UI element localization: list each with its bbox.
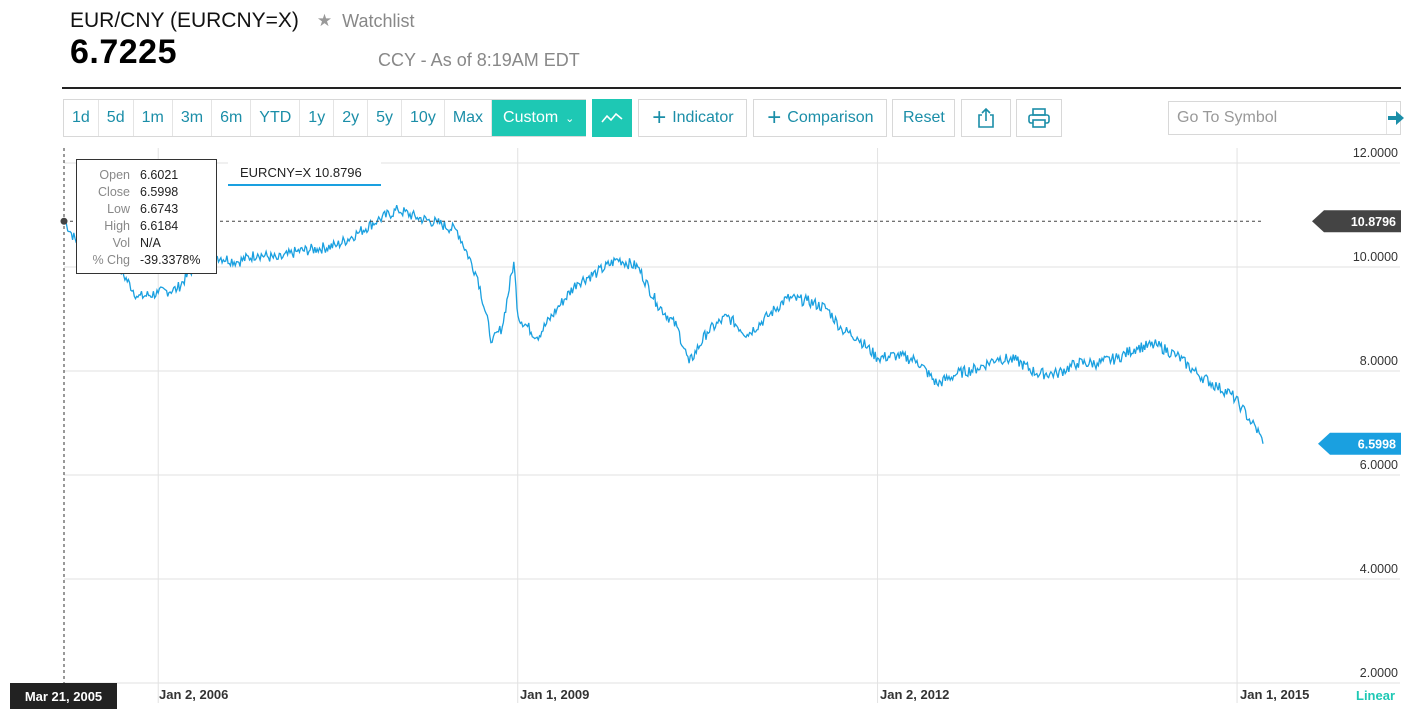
x-tick-label: Jan 1, 2009 bbox=[520, 687, 590, 702]
indicator-label: Indicator bbox=[672, 109, 734, 126]
header-divider bbox=[62, 87, 1401, 89]
tooltip-key: Vol bbox=[112, 236, 130, 250]
range-1d[interactable]: 1d bbox=[64, 100, 99, 136]
tooltip-row-vol: Vol N/A bbox=[77, 236, 218, 253]
price-chart[interactable]: 12.0000 10.0000 8.0000 6.0000 4.0000 2.0000 1… bbox=[0, 145, 1423, 715]
reference-value-label: 10.8796 bbox=[1351, 215, 1396, 229]
tooltip-row-open: Open 6.6021 bbox=[77, 168, 218, 185]
tooltip-value: 6.6021 bbox=[140, 168, 179, 182]
indicator-button[interactable]: + Indicator bbox=[638, 99, 748, 137]
range-max[interactable]: Max bbox=[445, 100, 493, 136]
comparison-button[interactable]: + Comparison bbox=[753, 99, 888, 137]
line-chart-icon bbox=[601, 112, 623, 123]
custom-range-dropdown[interactable]: Custom ⌄ bbox=[492, 100, 587, 136]
arrow-right-icon bbox=[1388, 111, 1404, 125]
x-tick-label: Jan 2, 2006 bbox=[159, 687, 229, 702]
reset-button[interactable]: Reset bbox=[892, 99, 956, 137]
share-icon bbox=[978, 107, 995, 128]
range-5y[interactable]: 5y bbox=[368, 100, 403, 136]
tooltip-key: % Chg bbox=[92, 253, 130, 267]
printer-icon bbox=[1028, 108, 1051, 128]
symbol-search-input[interactable] bbox=[1169, 102, 1386, 134]
plus-icon: + bbox=[767, 104, 782, 131]
plus-icon: + bbox=[652, 104, 667, 131]
share-button[interactable] bbox=[961, 99, 1012, 137]
star-icon: ★ bbox=[316, 11, 333, 30]
as-of-text: CCY - As of 8:19AM EDT bbox=[378, 50, 580, 70]
watchlist-button[interactable]: ★ Watchlist bbox=[317, 11, 415, 32]
print-button[interactable] bbox=[1016, 99, 1063, 137]
reset-label: Reset bbox=[902, 109, 945, 126]
tooltip-row-high: High 6.6184 bbox=[77, 219, 218, 236]
y-tick-label: 4.0000 bbox=[1360, 562, 1398, 576]
y-tick-label: 8.0000 bbox=[1360, 354, 1398, 368]
tooltip-value: -39.3378% bbox=[140, 253, 201, 267]
symbol-title: EUR/CNY (EURCNY=X) bbox=[70, 9, 299, 32]
current-price: 6.7225 bbox=[70, 33, 177, 71]
chart-type-button[interactable] bbox=[592, 99, 633, 137]
range-selector: 1d 5d 1m 3m 6m YTD 1y 2y 5y 10y Max Cust… bbox=[63, 99, 587, 137]
range-6m[interactable]: 6m bbox=[212, 100, 252, 136]
tooltip-value: 6.6743 bbox=[140, 202, 179, 216]
tooltip-row-low: Low 6.6743 bbox=[77, 202, 218, 219]
range-2y[interactable]: 2y bbox=[334, 100, 369, 136]
range-1m[interactable]: 1m bbox=[134, 100, 173, 136]
custom-range-label: Custom bbox=[503, 109, 559, 126]
symbol-search-go-button[interactable] bbox=[1386, 102, 1405, 134]
chevron-down-icon: ⌄ bbox=[565, 112, 575, 125]
tooltip-row-chg: % Chg -39.3378% bbox=[77, 253, 218, 270]
reference-value-flag bbox=[1312, 210, 1401, 233]
tooltip-value: N/A bbox=[140, 236, 161, 250]
title-row: EUR/CNY (EURCNY=X) ★ Watchlist bbox=[70, 6, 415, 36]
tooltip-value: 6.6184 bbox=[140, 219, 179, 233]
x-tick-label: Jan 1, 2015 bbox=[1240, 687, 1310, 702]
tooltip-key: Close bbox=[98, 185, 130, 199]
y-tick-label: 10.0000 bbox=[1353, 250, 1398, 264]
y-tick-label: 2.0000 bbox=[1360, 666, 1398, 680]
range-1y[interactable]: 1y bbox=[300, 100, 335, 136]
series-legend-tag: EURCNY=X 10.8796 bbox=[228, 160, 381, 186]
last-value-flag bbox=[1318, 432, 1401, 455]
scale-toggle[interactable]: Linear bbox=[1356, 688, 1396, 703]
x-tick-label: Jan 2, 2012 bbox=[880, 687, 950, 702]
y-tick-label: 6.0000 bbox=[1360, 458, 1398, 472]
ohlc-tooltip: Open 6.6021 Close 6.5998 Low 6.6743 High… bbox=[76, 159, 217, 274]
range-ytd[interactable]: YTD bbox=[251, 100, 301, 136]
series-line bbox=[63, 204, 1264, 444]
tooltip-key: Low bbox=[107, 202, 130, 216]
last-value-label: 6.5998 bbox=[1358, 437, 1396, 451]
comparison-label: Comparison bbox=[787, 109, 874, 126]
tooltip-value: 6.5998 bbox=[140, 185, 179, 199]
range-5d[interactable]: 5d bbox=[99, 100, 134, 136]
tooltip-row-close: Close 6.5998 bbox=[77, 185, 218, 202]
watchlist-label: Watchlist bbox=[342, 10, 415, 31]
range-3m[interactable]: 3m bbox=[173, 100, 213, 136]
y-tick-label: 12.0000 bbox=[1353, 146, 1398, 160]
cursor-date-flag: Mar 21, 2005 bbox=[10, 683, 117, 709]
chart-toolbar: 1d 5d 1m 3m 6m YTD 1y 2y 5y 10y Max Cust… bbox=[63, 99, 1063, 137]
symbol-search bbox=[1168, 101, 1404, 135]
tooltip-key: High bbox=[104, 219, 130, 233]
tooltip-key: Open bbox=[99, 168, 130, 182]
range-10y[interactable]: 10y bbox=[402, 100, 445, 136]
